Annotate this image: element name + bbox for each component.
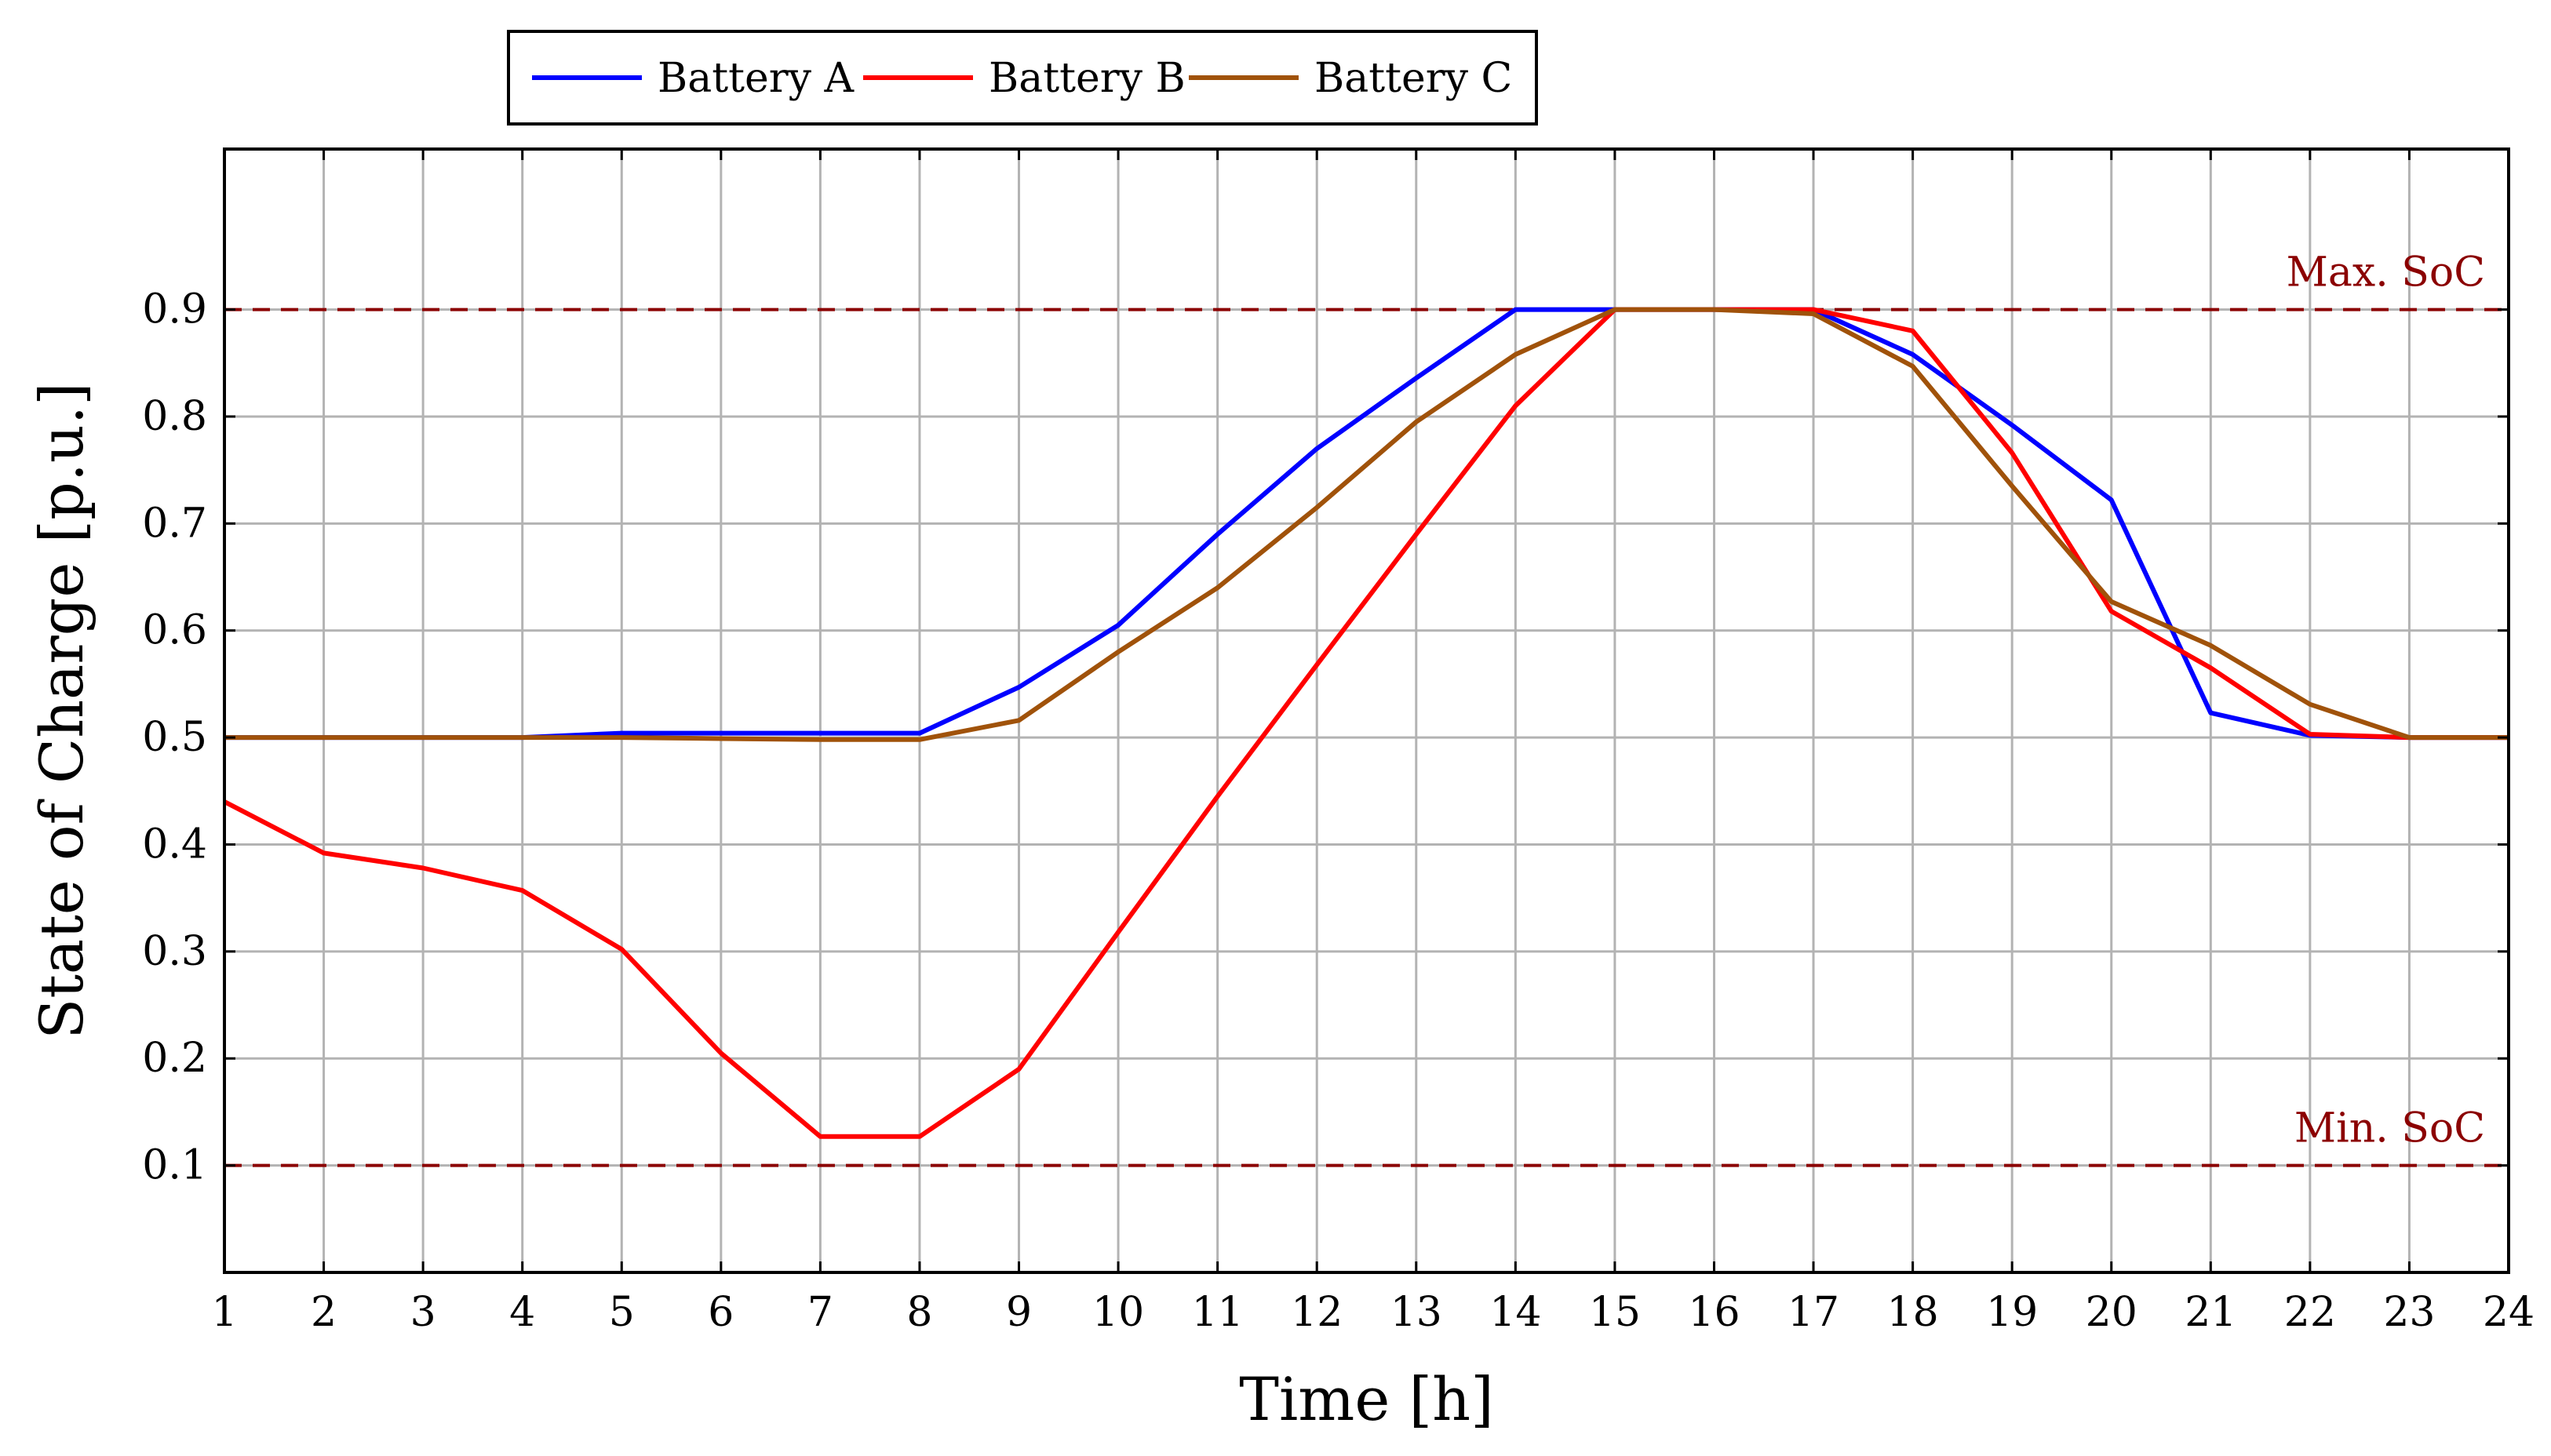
legend: Battery A Battery B Battery C <box>507 30 1538 126</box>
x-tick-label: 3 <box>410 1289 436 1336</box>
x-tick-label: 21 <box>2185 1289 2236 1336</box>
x-tick-label: 12 <box>1291 1289 1343 1336</box>
reference-line-label: Max. SoC <box>2287 249 2485 297</box>
x-tick-label: 4 <box>509 1289 535 1336</box>
series-line <box>224 307 2509 741</box>
x-tick-label: 1 <box>211 1289 237 1336</box>
y-tick-label: 0.3 <box>142 928 207 975</box>
x-tick-label: 11 <box>1192 1289 1244 1336</box>
x-tick-label: 14 <box>1489 1289 1541 1336</box>
legend-label: Battery B <box>989 55 1186 102</box>
x-tick-label: 5 <box>609 1289 635 1336</box>
y-tick-label: 0.9 <box>142 286 207 333</box>
x-tick-label: 17 <box>1788 1289 1839 1336</box>
x-tick-label: 13 <box>1390 1289 1442 1336</box>
y-tick-label: 0.7 <box>142 500 207 547</box>
x-tick-label: 24 <box>2483 1289 2535 1336</box>
x-tick-label: 10 <box>1092 1289 1144 1336</box>
y-tick-label: 0.2 <box>142 1035 207 1082</box>
series-line <box>223 307 2509 1139</box>
legend-box <box>507 30 1538 126</box>
legend-label: Battery C <box>1314 55 1512 102</box>
x-tick-label: 18 <box>1887 1289 1939 1336</box>
y-tick-label: 0.5 <box>142 714 207 761</box>
series-line <box>224 307 2509 742</box>
axis-ticks: 1 2 3 4 5 6 7 8 9 10 11 12 13 14 15 16 17 18 19 20 21 22 23 240… <box>142 149 2535 1336</box>
x-tick-label: 2 <box>311 1289 337 1336</box>
x-tick-label: 16 <box>1688 1289 1740 1336</box>
x-tick-label: 22 <box>2284 1289 2336 1336</box>
reference-line-label: Min. SoC <box>2294 1105 2485 1152</box>
x-tick-label: 20 <box>2086 1289 2137 1336</box>
x-tick-label: 6 <box>708 1289 734 1336</box>
x-tick-label: 15 <box>1589 1289 1641 1336</box>
x-axis-title: Time [h] <box>1239 1364 1493 1434</box>
y-tick-label: 0.1 <box>142 1142 207 1189</box>
x-tick-label: 23 <box>2383 1289 2435 1336</box>
legend-label: Battery A <box>658 55 855 102</box>
x-tick-label: 19 <box>1986 1289 2038 1336</box>
x-tick-label: 7 <box>807 1289 833 1336</box>
series-lines <box>223 307 2509 1139</box>
y-axis-title: State of Charge [p.u.] <box>27 382 97 1039</box>
reference-lines: Max. SoC Min. SoC <box>224 249 2509 1167</box>
x-tick-label: 9 <box>1006 1289 1032 1336</box>
plot-frame <box>223 147 2510 1274</box>
y-tick-label: 0.4 <box>142 821 207 868</box>
y-tick-label: 0.6 <box>142 607 207 654</box>
y-tick-label: 0.8 <box>142 393 207 440</box>
x-tick-label: 8 <box>906 1289 932 1336</box>
